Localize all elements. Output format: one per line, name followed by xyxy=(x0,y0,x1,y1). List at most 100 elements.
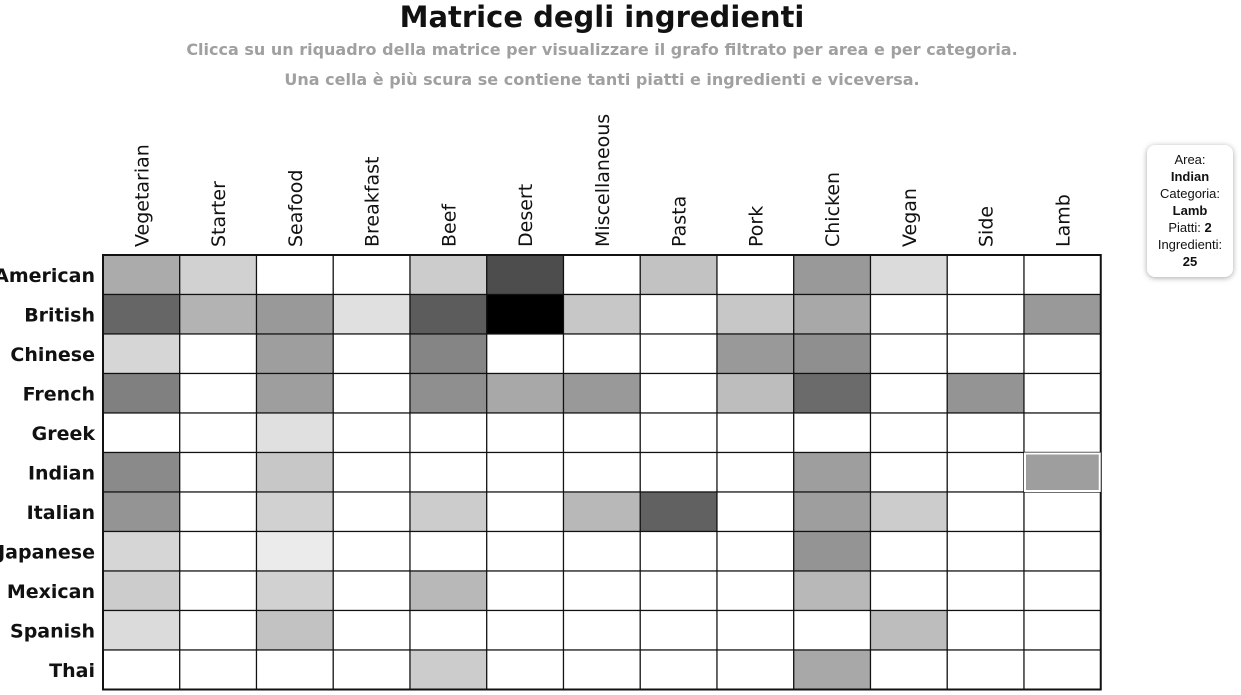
matrix-cell-indian-pasta[interactable] xyxy=(639,451,718,493)
matrix-cell-british-lamb[interactable] xyxy=(1023,293,1102,335)
matrix-cell-spanish-breakfast[interactable] xyxy=(332,609,411,651)
matrix-cell-italian-breakfast[interactable] xyxy=(332,491,411,533)
matrix-cell-american-pork[interactable] xyxy=(716,254,795,296)
matrix-cell-chinese-miscellaneous[interactable] xyxy=(562,333,641,375)
matrix-cell-french-chicken[interactable] xyxy=(793,372,872,414)
matrix-cell-chinese-pork[interactable] xyxy=(716,333,795,375)
matrix-cell-indian-breakfast[interactable] xyxy=(332,451,411,493)
matrix-cell-greek-vegan[interactable] xyxy=(869,412,948,454)
matrix-cell-greek-starter[interactable] xyxy=(179,412,258,454)
matrix-cell-indian-starter[interactable] xyxy=(179,451,258,493)
matrix-cell-italian-vegan[interactable] xyxy=(869,491,948,533)
matrix-cell-greek-vegetarian[interactable] xyxy=(102,412,181,454)
matrix-cell-british-pork[interactable] xyxy=(716,293,795,335)
matrix-cell-thai-seafood[interactable] xyxy=(255,649,334,691)
matrix-cell-british-vegan[interactable] xyxy=(869,293,948,335)
matrix-cell-chinese-breakfast[interactable] xyxy=(332,333,411,375)
matrix-cell-thai-breakfast[interactable] xyxy=(332,649,411,691)
matrix-cell-italian-miscellaneous[interactable] xyxy=(562,491,641,533)
matrix-cell-indian-side[interactable] xyxy=(946,451,1025,493)
matrix-cell-mexican-lamb[interactable] xyxy=(1023,570,1102,612)
matrix-cell-thai-lamb[interactable] xyxy=(1023,649,1102,691)
matrix-cell-british-miscellaneous[interactable] xyxy=(562,293,641,335)
matrix-cell-french-lamb[interactable] xyxy=(1023,372,1102,414)
matrix-cell-mexican-pork[interactable] xyxy=(716,570,795,612)
matrix-cell-american-desert[interactable] xyxy=(486,254,565,296)
matrix-cell-mexican-vegan[interactable] xyxy=(869,570,948,612)
matrix-cell-greek-chicken[interactable] xyxy=(793,412,872,454)
matrix-cell-french-desert[interactable] xyxy=(486,372,565,414)
matrix-cell-italian-pork[interactable] xyxy=(716,491,795,533)
matrix-cell-american-starter[interactable] xyxy=(179,254,258,296)
matrix-cell-british-desert[interactable] xyxy=(486,293,565,335)
matrix-cell-japanese-desert[interactable] xyxy=(486,530,565,572)
matrix-cell-greek-miscellaneous[interactable] xyxy=(562,412,641,454)
matrix-cell-italian-vegetarian[interactable] xyxy=(102,491,181,533)
matrix-cell-french-pasta[interactable] xyxy=(639,372,718,414)
matrix-cell-british-starter[interactable] xyxy=(179,293,258,335)
matrix-cell-french-miscellaneous[interactable] xyxy=(562,372,641,414)
matrix-cell-thai-vegan[interactable] xyxy=(869,649,948,691)
matrix-cell-american-lamb[interactable] xyxy=(1023,254,1102,296)
matrix-cell-american-seafood[interactable] xyxy=(255,254,334,296)
matrix-cell-spanish-vegan[interactable] xyxy=(869,609,948,651)
matrix-cell-japanese-seafood[interactable] xyxy=(255,530,334,572)
matrix-cell-mexican-chicken[interactable] xyxy=(793,570,872,612)
matrix-cell-indian-seafood[interactable] xyxy=(255,451,334,493)
matrix-cell-greek-side[interactable] xyxy=(946,412,1025,454)
matrix-cell-american-side[interactable] xyxy=(946,254,1025,296)
matrix-cell-french-vegan[interactable] xyxy=(869,372,948,414)
matrix-cell-spanish-beef[interactable] xyxy=(409,609,488,651)
matrix-cell-greek-breakfast[interactable] xyxy=(332,412,411,454)
matrix-cell-american-chicken[interactable] xyxy=(793,254,872,296)
matrix-cell-japanese-vegan[interactable] xyxy=(869,530,948,572)
matrix-cell-japanese-lamb[interactable] xyxy=(1023,530,1102,572)
matrix-cell-spanish-vegetarian[interactable] xyxy=(102,609,181,651)
matrix-cell-greek-pasta[interactable] xyxy=(639,412,718,454)
matrix-cell-american-breakfast[interactable] xyxy=(332,254,411,296)
matrix-cell-japanese-beef[interactable] xyxy=(409,530,488,572)
matrix-cell-chinese-seafood[interactable] xyxy=(255,333,334,375)
matrix-cell-indian-chicken[interactable] xyxy=(793,451,872,493)
matrix-cell-indian-beef[interactable] xyxy=(409,451,488,493)
matrix-cell-mexican-pasta[interactable] xyxy=(639,570,718,612)
matrix-cell-greek-seafood[interactable] xyxy=(255,412,334,454)
matrix-cell-french-breakfast[interactable] xyxy=(332,372,411,414)
matrix-cell-mexican-side[interactable] xyxy=(946,570,1025,612)
matrix-cell-italian-desert[interactable] xyxy=(486,491,565,533)
matrix-cell-greek-pork[interactable] xyxy=(716,412,795,454)
matrix-cell-italian-beef[interactable] xyxy=(409,491,488,533)
matrix-cell-indian-miscellaneous[interactable] xyxy=(562,451,641,493)
matrix-cell-french-pork[interactable] xyxy=(716,372,795,414)
matrix-cell-thai-pork[interactable] xyxy=(716,649,795,691)
matrix-cell-mexican-miscellaneous[interactable] xyxy=(562,570,641,612)
matrix-cell-spanish-pork[interactable] xyxy=(716,609,795,651)
matrix-cell-british-chicken[interactable] xyxy=(793,293,872,335)
matrix-cell-thai-vegetarian[interactable] xyxy=(102,649,181,691)
matrix-cell-british-side[interactable] xyxy=(946,293,1025,335)
matrix-cell-spanish-pasta[interactable] xyxy=(639,609,718,651)
matrix-cell-thai-starter[interactable] xyxy=(179,649,258,691)
matrix-cell-chinese-beef[interactable] xyxy=(409,333,488,375)
matrix-cell-indian-desert[interactable] xyxy=(486,451,565,493)
matrix-cell-greek-lamb[interactable] xyxy=(1023,412,1102,454)
matrix-cell-thai-pasta[interactable] xyxy=(639,649,718,691)
matrix-cell-chinese-lamb[interactable] xyxy=(1023,333,1102,375)
matrix-cell-chinese-side[interactable] xyxy=(946,333,1025,375)
matrix-cell-american-miscellaneous[interactable] xyxy=(562,254,641,296)
matrix-cell-mexican-beef[interactable] xyxy=(409,570,488,612)
matrix-cell-american-pasta[interactable] xyxy=(639,254,718,296)
matrix-cell-japanese-breakfast[interactable] xyxy=(332,530,411,572)
matrix-cell-thai-beef[interactable] xyxy=(409,649,488,691)
matrix-cell-british-pasta[interactable] xyxy=(639,293,718,335)
matrix-cell-indian-pork[interactable] xyxy=(716,451,795,493)
matrix-cell-italian-lamb[interactable] xyxy=(1023,491,1102,533)
matrix-cell-american-vegetarian[interactable] xyxy=(102,254,181,296)
matrix-cell-mexican-starter[interactable] xyxy=(179,570,258,612)
matrix-cell-spanish-seafood[interactable] xyxy=(255,609,334,651)
matrix-cell-japanese-side[interactable] xyxy=(946,530,1025,572)
matrix-cell-chinese-desert[interactable] xyxy=(486,333,565,375)
matrix-cell-japanese-chicken[interactable] xyxy=(793,530,872,572)
matrix-cell-french-beef[interactable] xyxy=(409,372,488,414)
matrix-cell-italian-pasta[interactable] xyxy=(639,491,718,533)
